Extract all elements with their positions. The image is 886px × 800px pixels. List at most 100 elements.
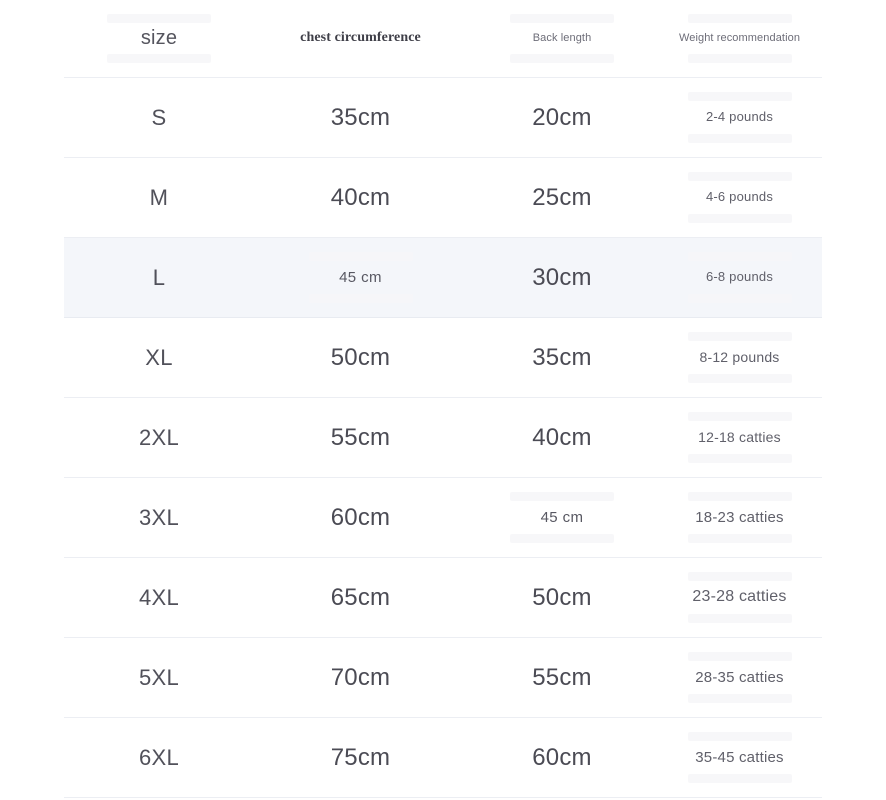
weight-recommendation-value: 6-8 pounds: [705, 269, 774, 285]
cell-weight-recommendation: 4-6 pounds: [657, 158, 822, 237]
ghost-artifact: [687, 252, 792, 261]
cell-weight-recommendation: 2-4 pounds: [657, 78, 822, 157]
cell-back-length: 20cm: [467, 78, 657, 157]
column-header-size-label: size: [140, 27, 178, 49]
cell-size: XL: [64, 318, 254, 397]
column-header-weight-recommendation-label: Weight recommendation: [678, 32, 801, 45]
cell-chest-circumference: 60cm: [254, 478, 467, 557]
cell-back-length: 40cm: [467, 398, 657, 477]
back-length-value: 50cm: [532, 583, 592, 611]
back-length-value: 25cm: [532, 183, 592, 211]
chest-circumference-value: 50cm: [330, 343, 391, 371]
back-length-value: 20cm: [532, 103, 592, 131]
weight-recommendation-value: 28-35 catties: [695, 668, 784, 686]
cell-weight-recommendation: 28-35 catties: [657, 638, 822, 717]
back-length-value: 45 cm: [540, 508, 584, 526]
chest-circumference-value: 40cm: [330, 183, 391, 211]
back-length-value: 35cm: [532, 343, 592, 371]
back-length-value: 30cm: [532, 263, 592, 291]
ghost-artifact: [687, 412, 792, 421]
table-row[interactable]: L 45 cm 30cm 6-8 pounds: [64, 238, 822, 318]
cell-back-length: 35cm: [467, 318, 657, 397]
table-row[interactable]: 5XL 70cm 55cm 28-35 catties: [64, 638, 822, 718]
cell-weight-recommendation: 18-23 catties: [657, 478, 822, 557]
weight-recommendation-value: 35-45 catties: [695, 748, 784, 766]
size-value: XL: [145, 344, 173, 370]
chest-circumference-value: 55cm: [330, 423, 391, 451]
cell-back-length: 55cm: [467, 638, 657, 717]
ghost-artifact: [687, 14, 792, 23]
cell-back-length: 25cm: [467, 158, 657, 237]
weight-recommendation-value: 4-6 pounds: [705, 189, 774, 205]
cell-size: 4XL: [64, 558, 254, 637]
ghost-artifact: [687, 454, 792, 463]
cell-weight-recommendation: 8-12 pounds: [657, 318, 822, 397]
cell-weight-recommendation: 23-28 catties: [657, 558, 822, 637]
chest-circumference-value: 70cm: [330, 663, 391, 691]
table-row[interactable]: 4XL 65cm 50cm 23-28 catties: [64, 558, 822, 638]
table-row[interactable]: XL 50cm 35cm 8-12 pounds: [64, 318, 822, 398]
cell-size: 6XL: [64, 718, 254, 797]
cell-size: 5XL: [64, 638, 254, 717]
weight-recommendation-value: 18-23 catties: [695, 508, 784, 526]
ghost-artifact: [687, 134, 792, 143]
table-row[interactable]: S 35cm 20cm 2-4 pounds: [64, 78, 822, 158]
ghost-artifact: [510, 54, 614, 63]
column-header-back-length: Back length: [467, 0, 657, 77]
chest-circumference-value: 65cm: [330, 583, 391, 611]
column-header-back-length-label: Back length: [532, 32, 592, 45]
back-length-value: 60cm: [532, 743, 592, 771]
cell-chest-circumference: 55cm: [254, 398, 467, 477]
ghost-artifact: [687, 774, 792, 783]
table-header-row: size chest circumference Back length Wei…: [64, 0, 822, 78]
size-value: S: [151, 104, 167, 130]
ghost-artifact: [687, 534, 792, 543]
size-value: L: [152, 264, 166, 290]
ghost-artifact: [687, 694, 792, 703]
ghost-artifact: [687, 732, 792, 741]
cell-back-length: 30cm: [467, 238, 657, 317]
ghost-artifact: [107, 14, 211, 23]
cell-chest-circumference: 50cm: [254, 318, 467, 397]
cell-weight-recommendation: 12-18 catties: [657, 398, 822, 477]
weight-recommendation-value: 23-28 catties: [692, 588, 787, 606]
back-length-value: 55cm: [532, 663, 592, 691]
size-value: 2XL: [138, 424, 180, 450]
cell-back-length: 50cm: [467, 558, 657, 637]
cell-back-length: 45 cm: [467, 478, 657, 557]
ghost-artifact: [510, 492, 614, 501]
ghost-artifact: [687, 572, 792, 581]
cell-size: L: [64, 238, 254, 317]
cell-size: M: [64, 158, 254, 237]
size-value: 3XL: [138, 504, 180, 530]
cell-weight-recommendation: 35-45 catties: [657, 718, 822, 797]
back-length-value: 40cm: [532, 423, 592, 451]
size-value: M: [149, 184, 169, 210]
cell-chest-circumference: 65cm: [254, 558, 467, 637]
size-value: 6XL: [138, 744, 180, 770]
weight-recommendation-value: 8-12 pounds: [699, 349, 780, 366]
cell-chest-circumference: 45 cm: [254, 238, 467, 317]
cell-chest-circumference: 75cm: [254, 718, 467, 797]
chest-circumference-value: 45 cm: [339, 268, 382, 286]
cell-back-length: 60cm: [467, 718, 657, 797]
ghost-artifact: [687, 214, 792, 223]
column-header-weight-recommendation: Weight recommendation: [657, 0, 822, 77]
table-body: S 35cm 20cm 2-4 pounds M 40cm 25cm 4-6 pounds L 4…: [0, 78, 886, 798]
table-row[interactable]: M 40cm 25cm 4-6 pounds: [64, 158, 822, 238]
ghost-artifact: [687, 172, 792, 181]
cell-size: S: [64, 78, 254, 157]
ghost-artifact: [687, 54, 792, 63]
ghost-artifact: [687, 492, 792, 501]
ghost-artifact: [308, 294, 413, 303]
table-row[interactable]: 6XL 75cm 60cm 35-45 catties: [64, 718, 822, 798]
ghost-artifact: [107, 54, 211, 63]
table-row[interactable]: 2XL 55cm 40cm 12-18 catties: [64, 398, 822, 478]
ghost-artifact: [687, 374, 792, 383]
table-row[interactable]: 3XL 60cm 45 cm 18-23 catties: [64, 478, 822, 558]
size-value: 5XL: [138, 664, 180, 690]
ghost-artifact: [687, 294, 792, 303]
column-header-chest-circumference: chest circumference: [254, 0, 467, 77]
cell-size: 2XL: [64, 398, 254, 477]
